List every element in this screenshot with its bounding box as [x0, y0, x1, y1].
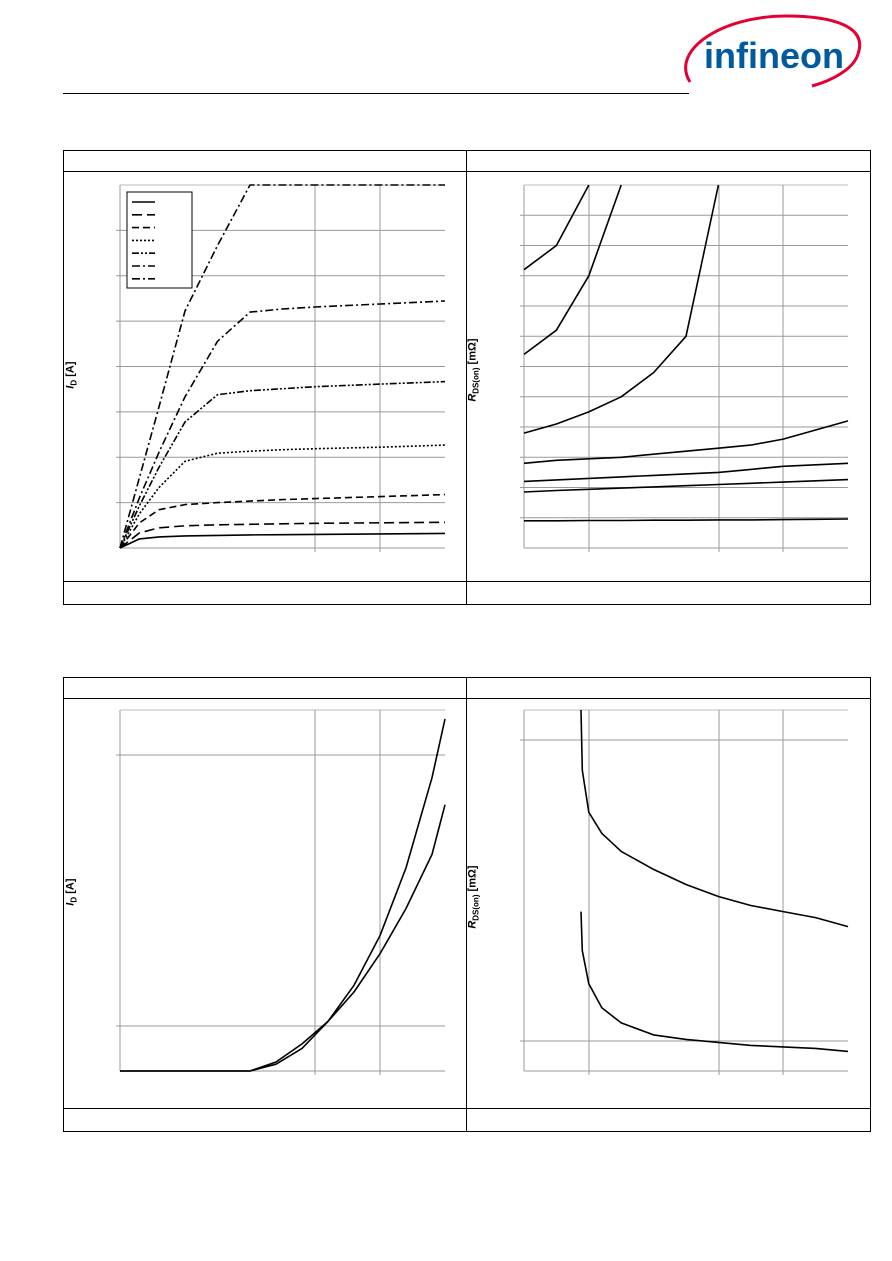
diagram-panel-top [63, 150, 871, 605]
series-line-6 [523, 184, 622, 356]
ylabel-sub: DS(on) [471, 367, 481, 394]
series-line-2 [119, 521, 446, 549]
diagram-panel-bottom [63, 677, 871, 1132]
series-line-5 [119, 380, 446, 549]
ylabel-unit: [mΩ] [466, 865, 479, 892]
header-rule [63, 93, 689, 94]
series-line-2 [580, 911, 849, 1053]
panel-divider-bottom [466, 678, 467, 1131]
axes-group [520, 709, 848, 1075]
logo-swoosh [684, 14, 862, 88]
ylabel-unit: [A] [64, 878, 77, 894]
ylabel-var: R [466, 920, 479, 929]
series-line-6 [119, 300, 446, 549]
series-line-1 [524, 518, 849, 522]
ylabel-chart1: ID [A] [65, 362, 79, 389]
axes-group [116, 184, 445, 552]
panel-footer-top [64, 581, 870, 604]
panel-header-bottom [64, 678, 870, 699]
series-line-7 [119, 184, 445, 549]
series-line-1 [119, 532, 446, 549]
ylabel-chart3: ID [A] [65, 879, 79, 906]
panel-header-top [64, 151, 870, 172]
series-line-2 [523, 478, 849, 493]
infineon-logo: infineon [684, 14, 862, 88]
ylabel-var: I [64, 902, 77, 906]
series-line-4 [523, 420, 849, 465]
legend [126, 191, 193, 289]
series-line-2 [120, 804, 446, 1072]
ylabel-sub: D [69, 896, 79, 903]
ylabel-chart4: RDS(on) [mΩ] [466, 866, 480, 929]
series-line-5 [523, 184, 720, 434]
panel-footer-bottom [64, 1108, 870, 1131]
ylabel-unit: [mΩ] [466, 338, 479, 365]
axes-group [520, 184, 848, 552]
series-line-7 [523, 184, 590, 271]
ylabel-chart2: RDS(on) [mΩ] [466, 339, 480, 402]
series-line-4 [119, 444, 446, 549]
ylabel-unit: [A] [64, 361, 77, 377]
logo-wordmark: infineon [704, 35, 844, 76]
ylabel-sub: DS(on) [471, 894, 481, 921]
ylabel-var: I [64, 385, 77, 389]
panel-divider-top [466, 151, 467, 604]
series-line-1 [580, 709, 849, 928]
ylabel-var: R [466, 393, 479, 402]
ylabel-sub: D [69, 379, 79, 386]
series-line-3 [523, 462, 849, 483]
series-line-3 [119, 493, 446, 549]
